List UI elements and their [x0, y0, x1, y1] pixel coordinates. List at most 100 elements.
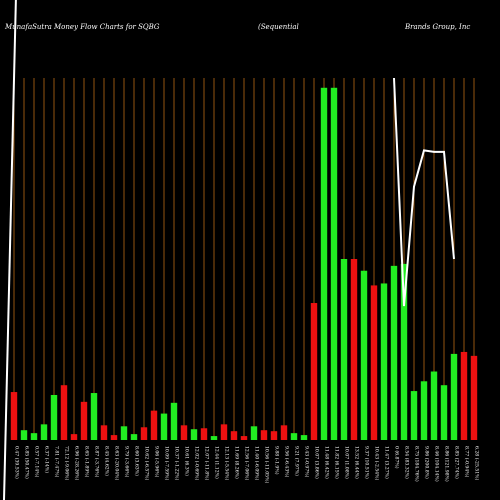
x-tick-label: 8.75 (184.76%) — [414, 446, 421, 482]
bar — [320, 87, 328, 440]
x-tick-label: 7.81 (-7.47%) — [54, 446, 61, 478]
x-tick-label: 10.61 (6.3%) — [184, 446, 191, 476]
bar — [40, 424, 48, 440]
x-tick-label: 6.85 (50.47%) — [24, 446, 31, 479]
bar — [210, 436, 218, 440]
bar — [20, 430, 28, 440]
x-tick-label: 72.12 (-9.06%) — [64, 446, 71, 481]
bar — [360, 270, 368, 440]
x-tick-label: 11.69 (8.26%) — [234, 446, 241, 479]
x-tick-label: 12.44 (1.12%) — [214, 446, 221, 479]
bar — [170, 402, 178, 440]
bar — [120, 426, 128, 440]
x-tick-label: 9.79 (-3.66%) — [124, 446, 131, 478]
bar — [190, 429, 198, 440]
bar — [60, 385, 68, 440]
x-tick-label: 10.62 (-6.57%) — [144, 446, 151, 481]
bar — [220, 424, 228, 440]
bar — [450, 353, 458, 440]
bar — [250, 426, 258, 440]
bar — [30, 433, 38, 440]
x-tick-label: 9.43 (-0.97%) — [304, 446, 311, 478]
x-tick-label: 0.47 (39.53%) — [14, 446, 21, 479]
bar — [380, 283, 388, 440]
x-tick-label: 10.07 (3.86%) — [314, 446, 321, 479]
x-tick-label: 11.47 (3.27%) — [384, 446, 391, 479]
bar — [280, 425, 288, 440]
x-tick-label: 8.45 (4.62%) — [104, 446, 111, 476]
chart-title-part-3: Brands Group, Inc — [404, 23, 470, 31]
x-tick-label: 8.86 (121.98%) — [444, 446, 451, 482]
x-tick-label: 9.86 (200.8%) — [424, 446, 431, 479]
bar — [400, 263, 408, 440]
bar — [270, 431, 278, 440]
x-tick-label: 6.28 (-25.51%) — [474, 446, 481, 481]
x-tick-label: 9.06 (-5.96%) — [154, 446, 161, 478]
x-tick-label: 8.54 (83.32%) — [404, 446, 411, 479]
x-tick-label: 8.87 (-3.76%) — [94, 446, 101, 478]
x-tick-label: 10.43 (-2.54%) — [374, 446, 381, 481]
bar — [300, 435, 308, 440]
bar — [130, 434, 138, 440]
bar — [410, 391, 418, 440]
bar — [90, 393, 98, 440]
bar — [340, 259, 348, 440]
x-tick-label: 11.48 (6.42%) — [324, 446, 331, 479]
x-tick-label: 0 (6.87%) — [394, 446, 401, 469]
x-tick-label: 10.56 (-11.05%) — [264, 446, 271, 483]
x-tick-label: 9.88 (-1.9%) — [274, 446, 281, 475]
bar — [100, 425, 108, 440]
bar — [50, 394, 58, 440]
x-tick-label: 12.07 (-11.8%) — [204, 446, 211, 481]
bar — [200, 428, 208, 440]
x-tick-label: 0.57 (-7.14%) — [34, 446, 41, 478]
bar — [420, 381, 428, 440]
money-flow-line-early — [3, 0, 17, 500]
x-tick-labels: 0.47 (39.53%) 6.85 (50.47%) 0.57 (-7.14%) 6… — [14, 446, 481, 483]
bar — [80, 401, 88, 440]
bar — [240, 436, 248, 440]
x-tick-label: 10.07 (1.08%) — [344, 446, 351, 479]
bar — [160, 413, 168, 440]
bar — [370, 285, 378, 440]
x-tick-label: 8.77 (-0.94%) — [464, 446, 471, 478]
x-tick-label: 8.63 (-20.04%) — [114, 446, 121, 481]
x-tick-label: 12.13 (-5.54%) — [224, 446, 231, 481]
x-tick-label: 9.21 (7.97%) — [294, 446, 301, 476]
bar — [260, 430, 268, 440]
money-flow-line — [393, 77, 455, 307]
x-tick-label: 8.60 (3.63%) — [134, 446, 141, 476]
bar — [180, 425, 188, 440]
bar — [140, 427, 148, 440]
chart-title-part-2: (Sequential — [258, 23, 299, 31]
x-tick-label: 10.09 (-7.59%) — [164, 446, 171, 481]
bar — [390, 265, 398, 440]
bar — [430, 371, 438, 440]
bar — [290, 433, 298, 440]
bar — [440, 385, 448, 440]
bar — [460, 351, 468, 440]
bar — [330, 87, 338, 440]
chart-title: MunafaSutra Money Flow Charts for SQBG (… — [4, 23, 470, 31]
bar — [70, 434, 78, 440]
x-tick-label: 8.65 (-1.89%) — [84, 446, 91, 478]
x-tick-label: 10.37 (-1.22%) — [174, 446, 181, 481]
x-tick-label: 9.37 (10.51%) — [364, 446, 371, 479]
x-tick-label: 13.52 (6.44%) — [354, 446, 361, 479]
bar — [110, 435, 118, 440]
bar — [150, 410, 158, 440]
x-tick-label: 11.82 (6.15%) — [334, 446, 341, 479]
bar — [310, 303, 318, 440]
x-tick-label: 8.85 (27.74%) — [454, 446, 461, 479]
x-tick-label: 12.56 (-7.06%) — [244, 446, 251, 481]
x-tick-label: 8.46 (104.14%) — [434, 446, 441, 482]
chart-title-part-1: MunafaSutra Money Flow Charts for SQBG — [4, 23, 160, 31]
bar — [350, 259, 358, 440]
x-tick-label: 11.40 (-6.09%) — [254, 446, 261, 481]
x-tick-label: 9.56 (-6.43%) — [284, 446, 291, 478]
x-tick-label: 6.37 (-14%) — [44, 446, 51, 473]
bar-series — [10, 87, 478, 440]
bar — [10, 392, 18, 440]
bar — [470, 355, 478, 440]
